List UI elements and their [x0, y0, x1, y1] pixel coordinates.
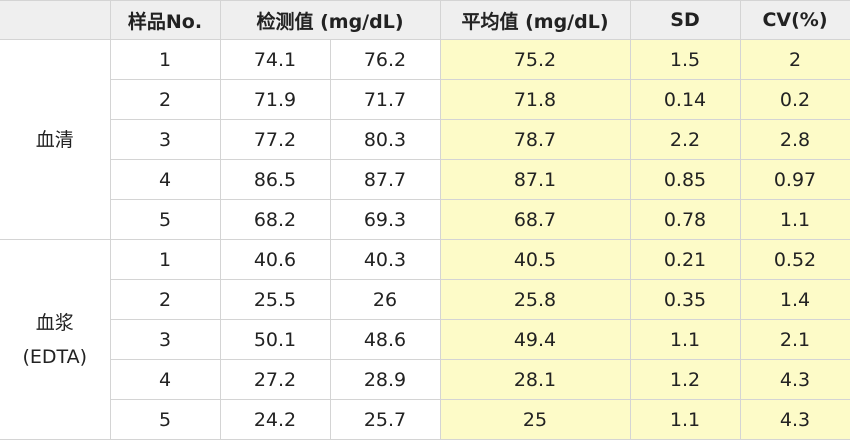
cv-cell: 2 [739, 39, 850, 80]
measured-2-cell: 69.3 [329, 199, 441, 240]
header-blank [0, 0, 111, 40]
measured-1-cell: 27.2 [219, 359, 331, 400]
measured-1-cell: 68.2 [219, 199, 331, 240]
cv-cell: 2.1 [739, 319, 850, 360]
sd-cell: 0.78 [629, 199, 741, 240]
measured-1-cell: 25.5 [219, 279, 331, 320]
cv-cell: 0.52 [739, 239, 850, 280]
sd-cell: 0.14 [629, 79, 741, 120]
mean-cell: 68.7 [439, 199, 631, 240]
table-row: 5 68.2 69.3 68.7 0.78 1.1 [0, 199, 850, 240]
sd-cell: 2.2 [629, 119, 741, 160]
sample-no-cell: 4 [109, 159, 221, 200]
sd-cell: 0.35 [629, 279, 741, 320]
table-row: 5 24.2 25.7 25 1.1 4.3 [0, 399, 850, 440]
measured-2-cell: 71.7 [329, 79, 441, 120]
measured-2-cell: 28.9 [329, 359, 441, 400]
table-row: 2 71.9 71.7 71.8 0.14 0.2 [0, 79, 850, 120]
cv-cell: 4.3 [739, 359, 850, 400]
cv-cell: 0.2 [739, 79, 850, 120]
cv-cell: 2.8 [739, 119, 850, 160]
header-cv: CV(%) [739, 0, 850, 40]
cv-cell: 1.1 [739, 199, 850, 240]
measured-2-cell: 80.3 [329, 119, 441, 160]
sd-cell: 1.2 [629, 359, 741, 400]
table-row: 血清 1 74.1 76.2 75.2 1.5 2 [0, 39, 850, 240]
sample-no-cell: 5 [109, 199, 221, 240]
measured-1-cell: 24.2 [219, 399, 331, 440]
measured-2-cell: 25.7 [329, 399, 441, 440]
group-label: 血浆 (EDTA) [0, 239, 111, 440]
sample-no-cell: 2 [109, 79, 221, 120]
header-mean: 平均值 (mg/dL) [439, 0, 631, 40]
measured-2-cell: 87.7 [329, 159, 441, 200]
mean-cell: 25 [439, 399, 631, 440]
measured-1-cell: 71.9 [219, 79, 331, 120]
sample-no-cell: 2 [109, 279, 221, 320]
group-label-line: (EDTA) [22, 345, 88, 368]
group-label-line: 血浆 [35, 311, 74, 334]
sample-no-cell: 1 [109, 39, 221, 80]
measured-2-cell: 26 [329, 279, 441, 320]
measured-1-cell: 74.1 [219, 39, 331, 80]
mean-cell: 78.7 [439, 119, 631, 160]
mean-cell: 75.2 [439, 39, 631, 80]
mean-cell: 49.4 [439, 319, 631, 360]
header-sd: SD [629, 0, 741, 40]
measured-2-cell: 40.3 [329, 239, 441, 280]
sd-cell: 1.1 [629, 399, 741, 440]
measured-1-cell: 40.6 [219, 239, 331, 280]
measured-1-cell: 77.2 [219, 119, 331, 160]
sample-no-cell: 1 [109, 239, 221, 280]
measured-1-cell: 50.1 [219, 319, 331, 360]
cv-cell: 4.3 [739, 399, 850, 440]
table-body: 血清 1 74.1 76.2 75.2 1.5 2 2 71.9 71.7 71.8 0.14 0.2 3… [0, 39, 850, 440]
mean-cell: 40.5 [439, 239, 631, 280]
measured-2-cell: 76.2 [329, 39, 441, 80]
sd-cell: 0.85 [629, 159, 741, 200]
table-row: 血浆 (EDTA) 1 40.6 40.3 40.5 0.21 0.52 [0, 239, 850, 440]
sample-no-cell: 5 [109, 399, 221, 440]
cv-cell: 1.4 [739, 279, 850, 320]
sd-cell: 1.1 [629, 319, 741, 360]
sample-no-cell: 3 [109, 319, 221, 360]
header-sample-no: 样品No. [109, 0, 221, 40]
table-row: 4 27.2 28.9 28.1 1.2 4.3 [0, 359, 850, 400]
sample-no-cell: 4 [109, 359, 221, 400]
sd-cell: 1.5 [629, 39, 741, 80]
mean-cell: 25.8 [439, 279, 631, 320]
measured-2-cell: 48.6 [329, 319, 441, 360]
group-label: 血清 [0, 39, 111, 240]
table-row: 3 77.2 80.3 78.7 2.2 2.8 [0, 119, 850, 160]
mean-cell: 71.8 [439, 79, 631, 120]
mean-cell: 87.1 [439, 159, 631, 200]
table-row: 3 50.1 48.6 49.4 1.1 2.1 [0, 319, 850, 360]
sample-no-cell: 3 [109, 119, 221, 160]
mean-cell: 28.1 [439, 359, 631, 400]
header-measured: 检测值 (mg/dL) [219, 0, 441, 40]
measured-1-cell: 86.5 [219, 159, 331, 200]
sd-cell: 0.21 [629, 239, 741, 280]
header-row: 样品No. 检测值 (mg/dL) 平均值 (mg/dL) SD CV(%) [0, 0, 850, 40]
cv-cell: 0.97 [739, 159, 850, 200]
table-row: 4 86.5 87.7 87.1 0.85 0.97 [0, 159, 850, 200]
table-row: 2 25.5 26 25.8 0.35 1.4 [0, 279, 850, 320]
group-label-line: 血清 [35, 128, 74, 151]
